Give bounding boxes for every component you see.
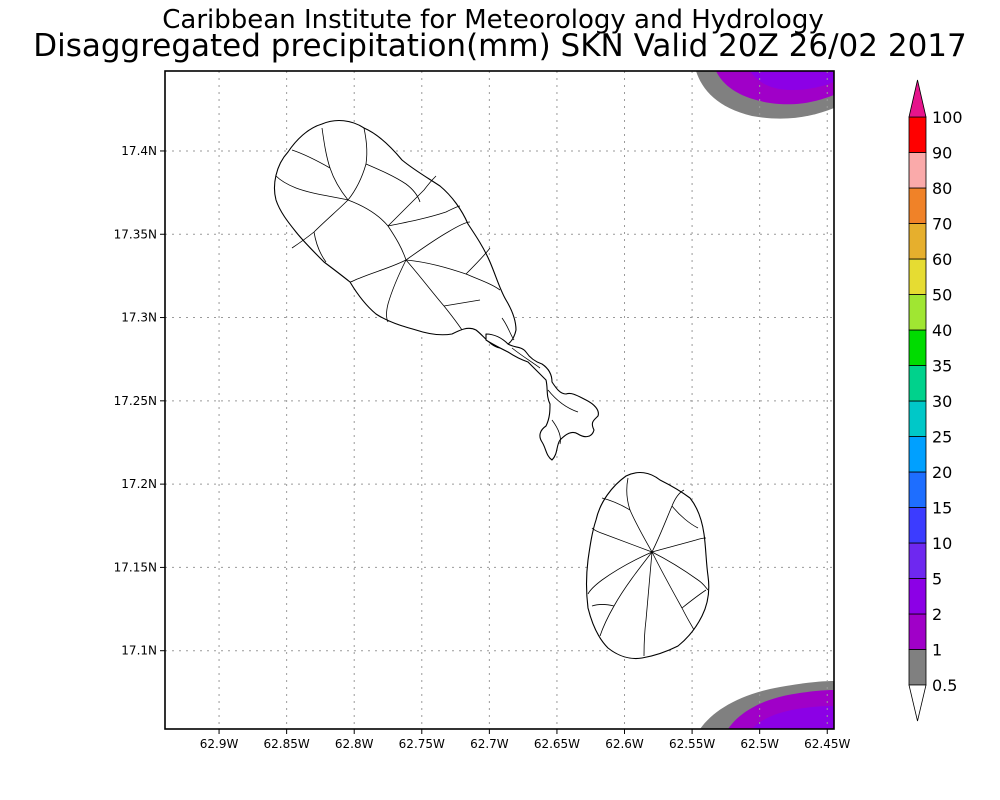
colorbar-label-10: 10 bbox=[932, 534, 952, 553]
y-tick-label-2: 17.3N bbox=[121, 311, 157, 325]
colorbar-label-0.5: 0.5 bbox=[932, 676, 957, 695]
x-tick-label-6: 62.6W bbox=[605, 737, 644, 751]
colorbar-box-50 bbox=[908, 258, 927, 295]
colorbar-box-60 bbox=[908, 223, 927, 260]
island-nevis[interactable] bbox=[585, 471, 710, 660]
map-plot-area[interactable] bbox=[165, 71, 834, 729]
title-institute: Caribbean Institute for Meteorology and … bbox=[162, 5, 823, 35]
st-kitts-rivers bbox=[275, 127, 579, 445]
colorbar-top-arrow bbox=[908, 79, 927, 118]
colorbar-box-1 bbox=[908, 613, 927, 650]
x-tick-label-8: 62.5W bbox=[740, 737, 779, 751]
colorbar-label-40: 40 bbox=[932, 321, 952, 340]
colorbar-box-5 bbox=[908, 542, 927, 579]
colorbar-box-10 bbox=[908, 507, 927, 544]
y-tick-label-1: 17.35N bbox=[114, 227, 157, 241]
x-tick-label-4: 62.7W bbox=[470, 737, 509, 751]
x-tick-label-0: 62.9W bbox=[200, 737, 239, 751]
colorbar-box-30 bbox=[908, 365, 927, 402]
longitude-axis: 62.9W 62.85W 62.8W 62.75W 62.7W 62.65W 62.6W 62… bbox=[200, 729, 850, 751]
x-tick-label-1: 62.85W bbox=[264, 737, 310, 751]
colorbar-label-70: 70 bbox=[932, 215, 952, 234]
colorbar-label-50: 50 bbox=[932, 286, 952, 305]
precip-top-right-2mm bbox=[750, 71, 834, 90]
precip-bottom-right-2mm bbox=[752, 706, 834, 729]
title-product: Disaggregated precipitation(mm) SKN Vali… bbox=[33, 28, 967, 64]
precipitation-shading bbox=[696, 71, 834, 729]
colorbar-label-90: 90 bbox=[932, 144, 952, 163]
y-tick-label-6: 17.1N bbox=[121, 644, 157, 658]
colorbar-box-15 bbox=[908, 471, 927, 508]
latitude-axis: 17.4N 17.35N 17.3N 17.25N 17.2N 17.15N 17.1N bbox=[114, 144, 165, 658]
colorbar-label-35: 35 bbox=[932, 357, 952, 376]
x-tick-label-7: 62.55W bbox=[669, 737, 715, 751]
nevis-coastline bbox=[585, 471, 710, 660]
y-tick-label-3: 17.25N bbox=[114, 394, 157, 408]
colorbar-label-25: 25 bbox=[932, 428, 952, 447]
colorbar-bottom-arrow bbox=[908, 684, 927, 722]
y-tick-label-4: 17.2N bbox=[121, 477, 157, 491]
colorbar-box-35 bbox=[908, 329, 927, 366]
x-tick-label-9: 62.45W bbox=[804, 737, 850, 751]
st-kitts-southeast-peninsula bbox=[485, 333, 599, 461]
colorbar-box-20 bbox=[908, 436, 927, 473]
nevis-rivers bbox=[587, 477, 709, 657]
colorbar-label-5: 5 bbox=[932, 570, 942, 589]
islands bbox=[273, 119, 710, 660]
x-tick-label-3: 62.75W bbox=[399, 737, 445, 751]
colorbar-box-2 bbox=[908, 578, 927, 615]
colorbar-box-80 bbox=[908, 152, 927, 189]
colorbar-label-30: 30 bbox=[932, 392, 952, 411]
y-tick-label-0: 17.4N bbox=[121, 144, 157, 158]
y-tick-label-5: 17.15N bbox=[114, 560, 157, 574]
colorbar-box-0.5 bbox=[908, 649, 927, 686]
island-st-kitts[interactable] bbox=[273, 119, 599, 461]
colorbar-label-100: 100 bbox=[932, 108, 963, 127]
map-frame bbox=[164, 70, 835, 730]
x-tick-label-5: 62.65W bbox=[534, 737, 580, 751]
colorbar-label-80: 80 bbox=[932, 179, 952, 198]
colorbar-label-20: 20 bbox=[932, 463, 952, 482]
colorbar-label-15: 15 bbox=[932, 499, 952, 518]
colorbar-label-2: 2 bbox=[932, 605, 942, 624]
colorbar-label-1: 1 bbox=[932, 641, 942, 660]
colorbar-label-60: 60 bbox=[932, 250, 952, 269]
x-tick-label-2: 62.8W bbox=[335, 737, 374, 751]
colorbar-box-40 bbox=[908, 294, 927, 331]
colorbar-box-25 bbox=[908, 400, 927, 437]
colorbar-box-70 bbox=[908, 187, 927, 224]
colorbar-box-90 bbox=[908, 116, 927, 153]
